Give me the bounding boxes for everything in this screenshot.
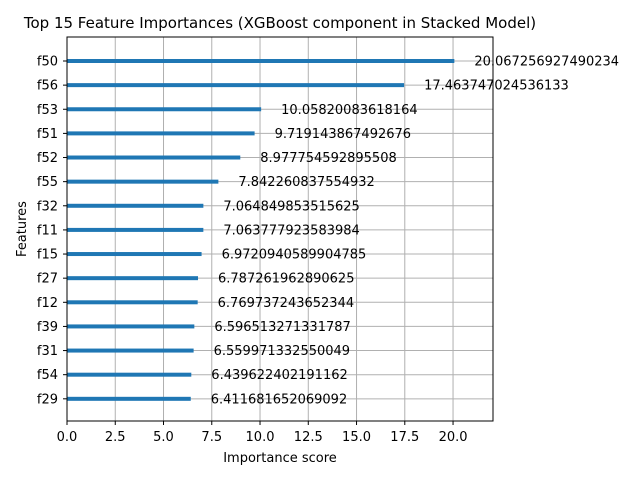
x-tick-label: 2.5 bbox=[105, 430, 126, 445]
y-tick-label-f12: f12 bbox=[37, 296, 58, 311]
x-axis-label: Importance score bbox=[223, 451, 337, 466]
x-axis-ticks: 0.0 2.5 5.0 7.5 10.0 12.5 15.0 17.5 20.0 bbox=[57, 421, 468, 445]
bar-f11 bbox=[67, 227, 204, 232]
bar-f12 bbox=[67, 300, 198, 305]
y-tick-label-f53: f53 bbox=[37, 103, 58, 118]
value-label-f11: 7.063777923583984 bbox=[223, 223, 359, 238]
bar-f52 bbox=[67, 155, 241, 160]
bar-f32 bbox=[67, 203, 204, 208]
value-label-f54: 6.439622402191162 bbox=[211, 368, 347, 383]
chart-title: Top 15 Feature Importances (XGBoost comp… bbox=[23, 14, 536, 32]
value-labels: 20.067256927490234 17.463747024536133 10.0… bbox=[211, 55, 619, 408]
y-tick-label-f55: f55 bbox=[37, 175, 58, 190]
plot-frame bbox=[66, 36, 494, 422]
value-label-f31: 6.559971332550049 bbox=[214, 344, 350, 359]
bar-f39 bbox=[67, 324, 195, 329]
value-label-f29: 6.411681652069092 bbox=[211, 392, 347, 407]
bar-f55 bbox=[67, 179, 219, 184]
y-tick-label-f11: f11 bbox=[37, 223, 58, 238]
y-tick-label-f56: f56 bbox=[37, 79, 58, 94]
bar-f51 bbox=[67, 131, 255, 136]
value-label-f15: 6.9720940589904785 bbox=[222, 248, 367, 263]
y-axis-label: Features bbox=[15, 201, 30, 257]
y-tick-label-f27: f27 bbox=[37, 272, 58, 287]
y-tick-label-f31: f31 bbox=[37, 344, 58, 359]
y-tick-label-f32: f32 bbox=[37, 199, 58, 214]
bar-f53 bbox=[67, 107, 262, 112]
y-tick-label-f29: f29 bbox=[37, 392, 58, 407]
bar-f15 bbox=[67, 252, 202, 257]
y-tick-label-f39: f39 bbox=[37, 320, 58, 335]
x-tick-label: 7.5 bbox=[201, 430, 222, 445]
y-tick-label-f54: f54 bbox=[37, 368, 58, 383]
value-label-f56: 17.463747024536133 bbox=[424, 79, 569, 94]
x-tick-label: 10.0 bbox=[246, 430, 275, 445]
value-label-f52: 8.977754592895508 bbox=[260, 151, 396, 166]
y-tick-label-f51: f51 bbox=[37, 127, 58, 142]
value-label-f32: 7.064849853515625 bbox=[223, 199, 359, 214]
y-axis-ticks: f50 f56 f53 f51 f52 f55 f32 f11 f15 f27 f12 f39 f31 f… bbox=[37, 55, 67, 407]
x-tick-label: 12.5 bbox=[294, 430, 323, 445]
y-tick-label-f15: f15 bbox=[37, 248, 58, 263]
bar-f31 bbox=[67, 348, 194, 353]
x-tick-label: 20.0 bbox=[439, 430, 468, 445]
value-label-f39: 6.596513271331787 bbox=[214, 320, 350, 335]
value-label-f50: 20.067256927490234 bbox=[474, 55, 619, 70]
value-label-f27: 6.787261962890625 bbox=[218, 272, 354, 287]
bar-f27 bbox=[67, 276, 199, 281]
x-tick-label: 0.0 bbox=[57, 430, 78, 445]
value-label-f51: 9.719143867492676 bbox=[275, 127, 411, 142]
bar-f29 bbox=[67, 396, 191, 401]
value-label-f12: 6.769737243652344 bbox=[218, 296, 354, 311]
bar-f50 bbox=[67, 59, 455, 63]
bars bbox=[67, 59, 455, 401]
x-tick-label: 17.5 bbox=[390, 430, 419, 445]
x-tick-label: 15.0 bbox=[342, 430, 371, 445]
y-tick-label-f50: f50 bbox=[37, 55, 58, 70]
value-label-f53: 10.05820083618164 bbox=[281, 103, 417, 118]
value-label-f55: 7.842260837554932 bbox=[238, 175, 374, 190]
y-tick-label-f52: f52 bbox=[37, 151, 58, 166]
x-tick-label: 5.0 bbox=[153, 430, 174, 445]
bar-f56 bbox=[67, 83, 405, 88]
bar-f54 bbox=[67, 372, 192, 377]
